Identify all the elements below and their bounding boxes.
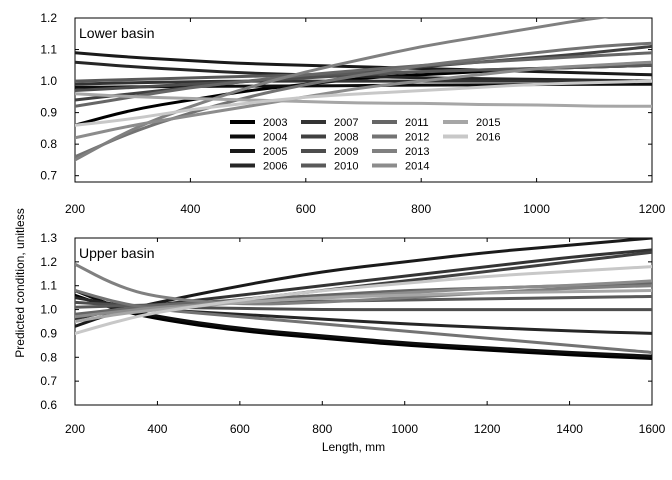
panel-1: 0.7 0.8 0.9 1.0 1.1 1.2 200 400 600 800 1000 1200 Lo… (40, 11, 665, 216)
x-axis-label: Length, mm (322, 440, 385, 454)
series-line-2005 (75, 51, 652, 77)
y-tick-label: 0.9 (40, 106, 57, 120)
legend-label: 2015 (476, 117, 500, 129)
x-tick-label: 400 (147, 422, 167, 436)
legend-label: 2016 (476, 132, 500, 144)
legend-label: 2006 (263, 161, 287, 173)
x-tick-label: 1200 (474, 422, 501, 436)
plot-frame (74, 17, 653, 183)
x-tick-label: 600 (296, 202, 316, 216)
y-tick-label: 0.8 (40, 137, 57, 151)
y-tick-label: 1.0 (40, 303, 57, 317)
legend-label: 2014 (405, 161, 429, 173)
y-tick-label: 0.6 (40, 398, 57, 412)
series-line-2011 (75, 51, 652, 108)
series-line-2013 (75, 18, 609, 162)
y-tick-label: 1.3 (40, 231, 57, 245)
y-tick-label: 0.7 (40, 169, 57, 183)
series-line-2016 (75, 79, 652, 127)
y-tick-label: 1.1 (40, 279, 57, 293)
series-line-2013 (75, 262, 652, 306)
legend-label: 2010 (334, 161, 358, 173)
y-tick-label: 1.2 (40, 255, 57, 269)
series-line-2012 (75, 289, 652, 354)
x-tick-label: 1600 (639, 422, 666, 436)
panel-title: Upper basin (79, 245, 155, 261)
series-line-2008 (75, 44, 652, 102)
series-line-2015 (75, 92, 652, 108)
series-line-2012 (75, 41, 652, 159)
legend-label: 2007 (334, 117, 358, 129)
y-tick-label: 1.0 (40, 74, 57, 88)
x-tick-label: 1000 (523, 202, 550, 216)
legend-label: 2011 (405, 117, 429, 129)
legend-label: 2005 (263, 146, 287, 158)
series-line-2016 (75, 265, 652, 335)
y-tick-label: 0.9 (40, 326, 57, 340)
y-tick-label: 1.1 (40, 43, 57, 57)
x-tick-label: 200 (65, 422, 85, 436)
panel-2: 0.6 0.7 0.8 0.9 1.0 1.1 1.2 1.3 200 400 600 800 1000… (40, 231, 665, 454)
legend-label: 2004 (263, 132, 287, 144)
series-lines (75, 18, 652, 162)
y-axis-label: Predicted condition, unitless (13, 208, 27, 357)
series-line-2014 (75, 60, 652, 140)
x-tick-label: 800 (411, 202, 431, 216)
x-tick-label: 1200 (639, 202, 666, 216)
series-line-2007 (75, 79, 652, 86)
y-tick-label: 0.7 (40, 374, 57, 388)
x-tick-label: 800 (312, 422, 332, 436)
panel-title: Lower basin (79, 25, 155, 41)
legend-label: 2009 (334, 146, 358, 158)
legend-label: 2013 (405, 146, 429, 158)
x-tick-label: 400 (180, 202, 200, 216)
x-tick-label: 600 (230, 422, 250, 436)
legend-label: 2003 (263, 117, 287, 129)
y-tick-label: 0.8 (40, 350, 57, 364)
series-line-2015 (75, 289, 652, 323)
x-tick-label: 1400 (556, 422, 583, 436)
x-tick-label: 200 (65, 202, 85, 216)
legend-label: 2012 (405, 132, 429, 144)
y-tick-label: 1.2 (40, 11, 57, 25)
legend-label: 2008 (334, 132, 358, 144)
x-tick-label: 1000 (391, 422, 418, 436)
series-lines (75, 238, 652, 360)
legend: 2003 2004 2005 2006 2007 2008 2009 2010 2011 2012… (230, 117, 500, 173)
